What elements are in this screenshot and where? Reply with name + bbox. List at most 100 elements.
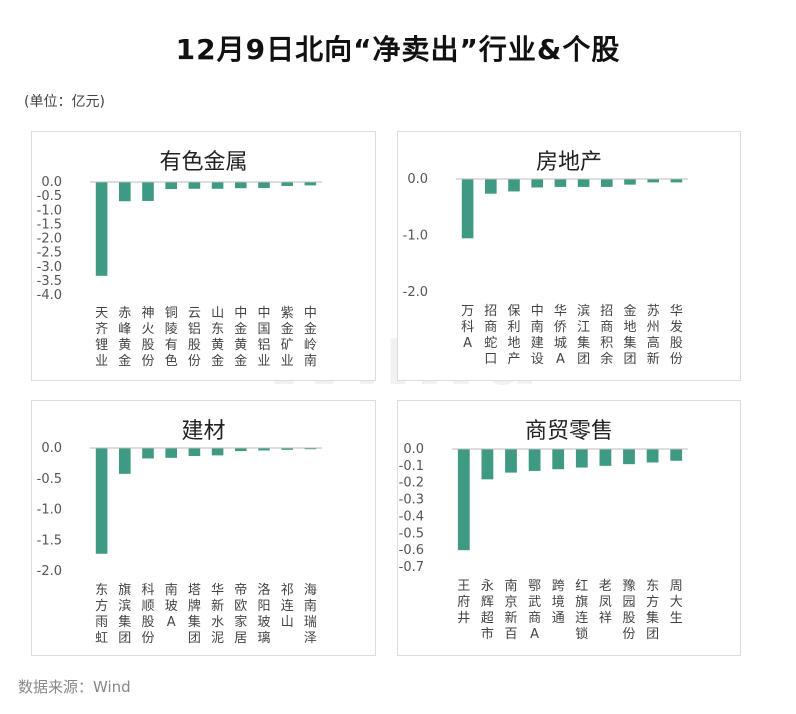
category-label: 神火股份 [141,306,154,369]
category-label: 祁连山 [281,583,294,630]
category-label: 保利地产 [507,304,520,367]
y-tick-label: -3.0 [37,260,62,275]
bar [142,182,154,201]
category-label: 东方集团 [646,579,659,642]
category-label: 中南建设 [531,304,544,367]
chart-title: 有色金属 [159,150,248,175]
y-tick-label: -0.5 [399,526,424,541]
category-label: 中金黄金 [234,306,247,369]
category-label: 南京新百 [504,578,517,642]
category-label: 山东黄金 [211,306,224,369]
bar [575,449,588,468]
category-label: 紫金矿业 [281,306,294,369]
category-label: 华发股份 [670,304,683,367]
y-tick-label: -0.7 [399,560,424,575]
bar [211,448,224,456]
category-label: 招商蛇口 [484,304,497,367]
bar [670,179,683,183]
category-label: 帝欧家居 [234,582,247,646]
bar [508,179,520,192]
bar [552,449,565,470]
bar [95,448,108,554]
bar [304,448,317,450]
bar [235,182,247,189]
bar [142,448,154,459]
y-tick-label: 0.0 [403,442,424,457]
y-tick-label: -2.0 [37,232,62,247]
bar [577,179,590,187]
y-tick-label: -4.0 [37,288,62,303]
y-tick-label: -2.5 [37,246,62,261]
category-label: 铜陵有色 [165,306,178,369]
bar [481,449,494,480]
bar [624,179,636,185]
bar [623,449,635,465]
bar [304,182,317,186]
chart-title: 房地产 [535,150,602,175]
category-label: 东方雨虹 [95,583,108,646]
category-label: 鄂武商 A [528,579,541,642]
bar [211,182,224,189]
y-tick-label: -1.0 [403,229,428,244]
category-label: 周大生 [670,579,683,626]
category-label: 金地集团 [623,303,636,367]
chart-panel-building-materials: 建材 0.0 -0.5 -1.0 -1.5 -2.0 东方雨虹 旗滨集团 科顺股份 南玻 A 塔牌集… [31,400,376,656]
category-label: 华侨城 A [554,304,567,367]
category-label: 赤峰黄金 [118,306,131,369]
chart-panel-retail: 商贸零售 0.0 -0.1 -0.2 -0.3 -0.4 -0.5 -0.6 -0.7 王府井永… [397,400,741,656]
unit-label: (单位：亿元) [24,94,105,110]
y-tick-label: 0.0 [41,441,62,456]
y-tick-label: -0.6 [399,543,424,558]
bar [505,449,517,473]
bar [119,448,131,474]
chart-title: 建材 [181,419,226,444]
y-tick-label: -1.5 [37,533,62,548]
y-tick-label: -0.1 [399,459,424,474]
bar [485,179,497,194]
y-tick-label: -0.5 [37,472,62,487]
category-label: 跨境通 [552,579,565,626]
bar [119,182,131,202]
bar [165,448,177,458]
category-label: 豫园股份 [622,579,635,642]
bar [531,179,543,188]
bar [188,182,201,189]
category-label: 云铝股份 [188,306,201,369]
category-label: 南玻 A [165,582,178,630]
category-label: 塔牌集团 [188,583,201,646]
chart-panel-nonferrous-metals: 有色金属 0.0 -0.5 -1.0 -1.5 -2.0 -2.5 -3.0 -3.5 -4.0… [31,131,376,381]
bar [235,448,247,452]
page-title: 12月9日北向“净卖出”行业&个股 [175,33,621,66]
bar [281,448,293,450]
category-label: 旗滨集团 [118,582,131,646]
category-label: 永辉超市 [481,579,494,642]
y-tick-label: -2.0 [403,285,428,300]
bar [554,179,567,187]
category-label: 滨江集团 [577,303,590,367]
bar-chart-svg: 0.0 -0.1 -0.2 -0.3-0.4 -0.5 -0.6 -0.7 王府井永辉超市南京… [399,442,688,642]
category-label: 科顺股份 [141,583,154,646]
bar [601,179,613,187]
bar [165,182,177,190]
y-tick-label: -2.0 [37,564,62,579]
bar [258,182,270,188]
y-tick-label: -1.5 [37,217,62,232]
category-label: 招商积余 [600,304,613,367]
category-label: 苏州高新 [647,303,660,367]
category-label: 海南瑞泽 [304,583,317,646]
bar [188,448,201,456]
bar-chart-svg: 0.0-0.5-1.0-1.5-2.0-2.5-3.0-3.5-4.0 天齐锂业赤… [37,175,322,369]
y-tick-label: 0.0 [407,172,428,187]
category-label: 老凤祥 [599,579,612,626]
y-tick-label: -3.5 [37,274,62,289]
bar [457,449,470,551]
bar [95,182,108,276]
chart-panel-real-estate: 房地产 0.0 -1.0 -2.0 万科 A 招商蛇口 保利地产 中南建设 华侨城 A 滨江集团 招商… [397,131,741,381]
bar [646,449,659,463]
category-label: 中金岭南 [304,306,317,369]
bar [528,449,541,471]
category-label: 中国铝业 [257,306,270,369]
y-tick-label: -1.0 [37,203,62,218]
